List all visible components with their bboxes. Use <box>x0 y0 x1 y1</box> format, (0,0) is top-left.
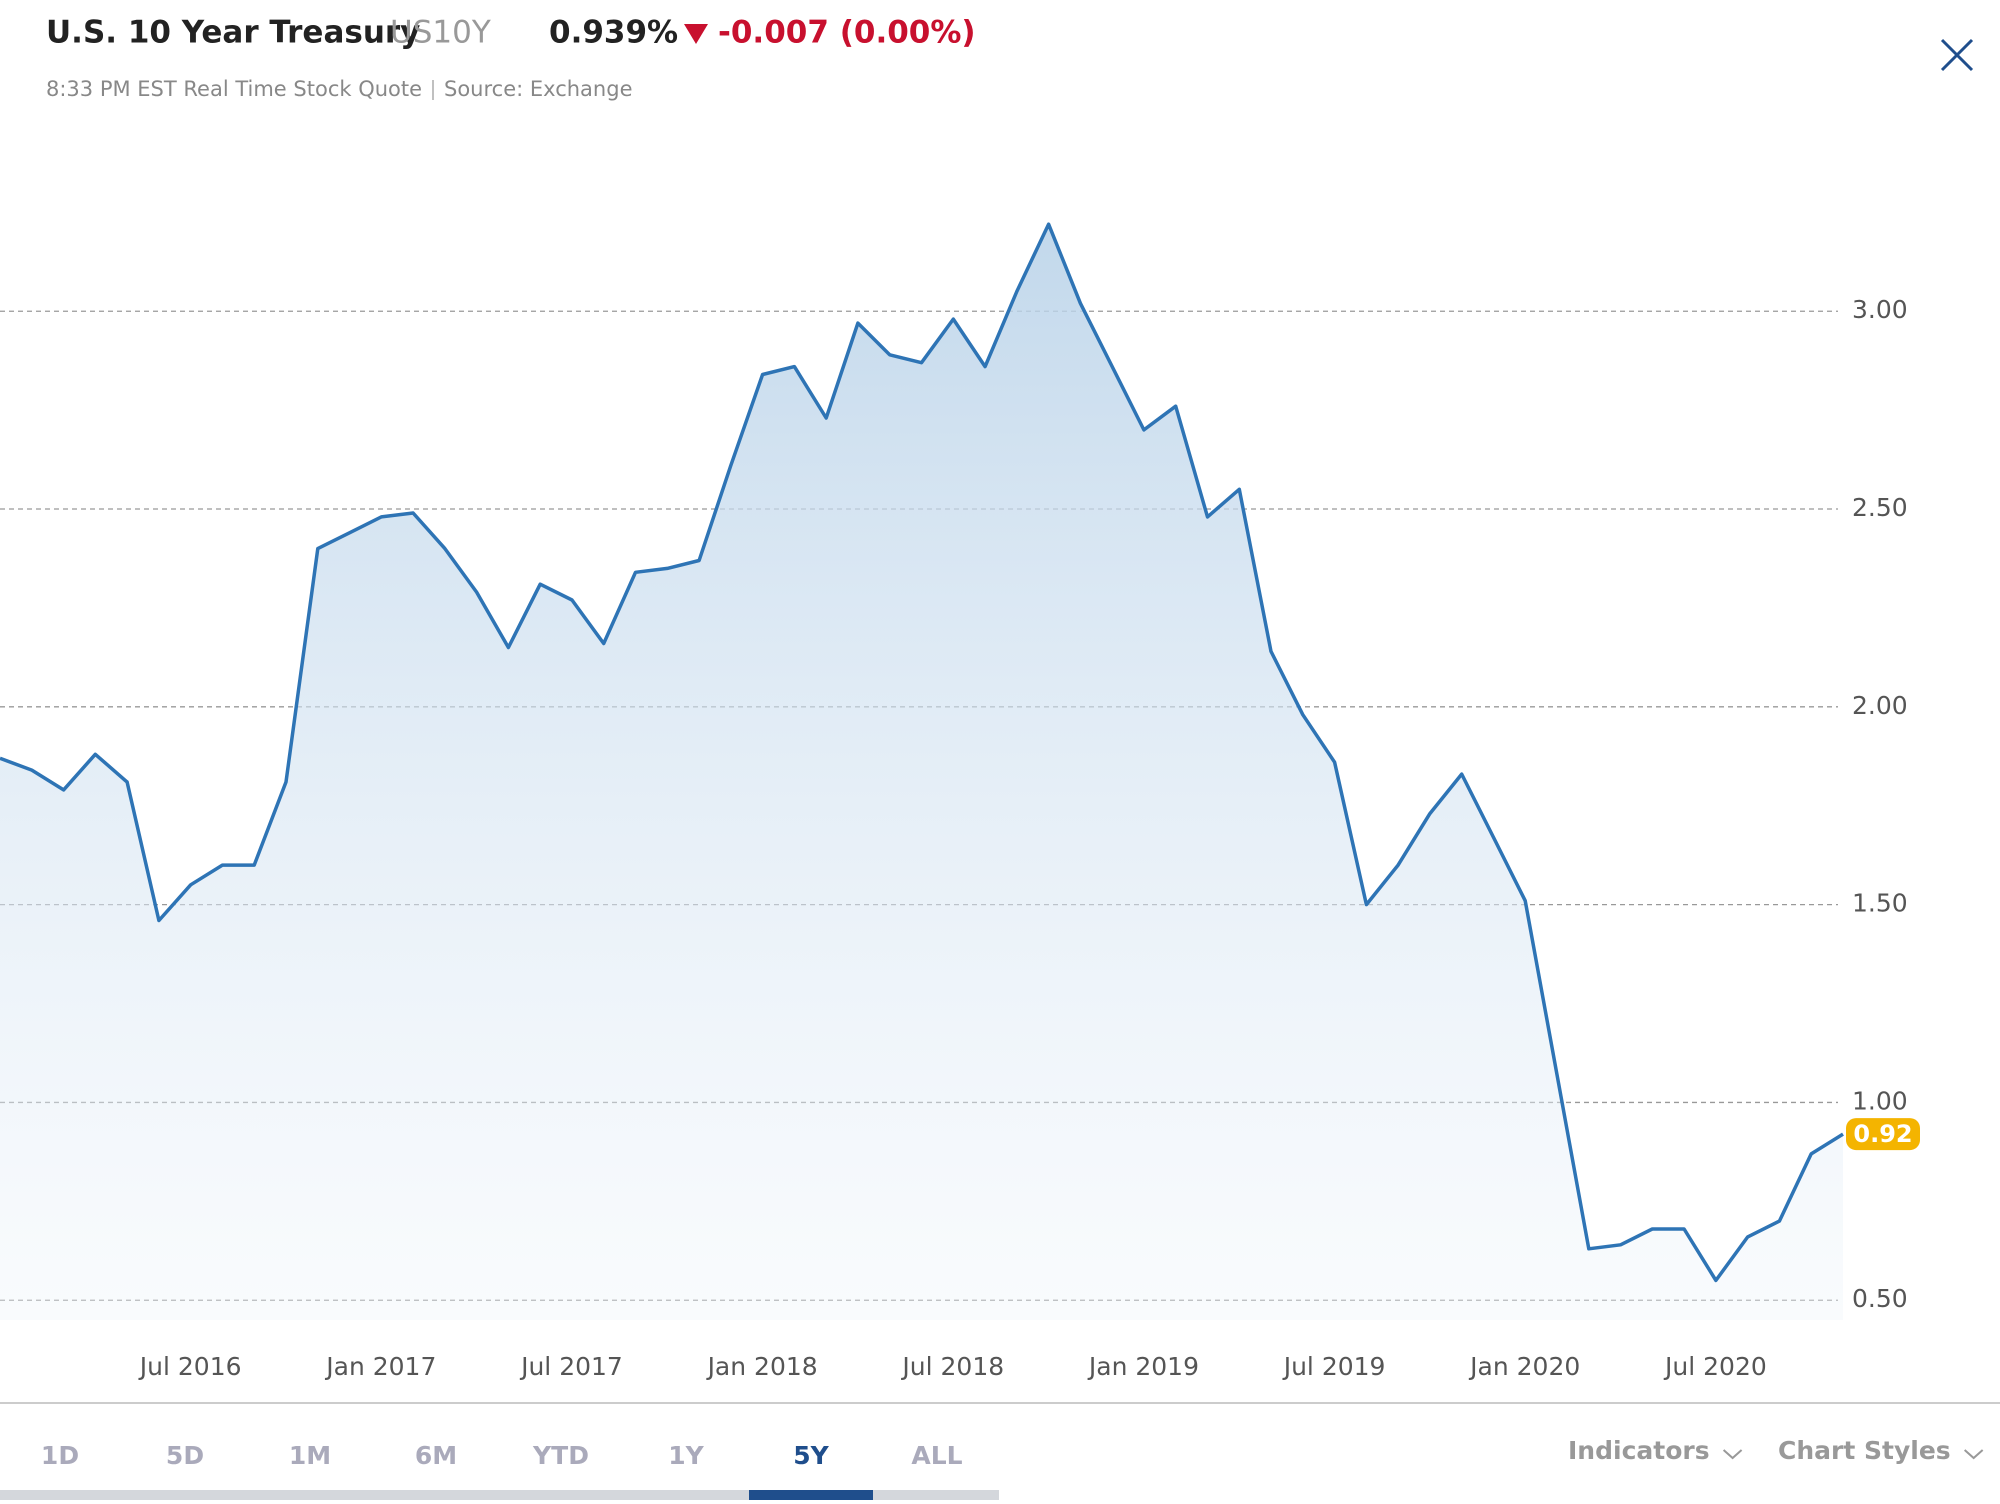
down-arrow <box>684 24 708 44</box>
tab[interactable]: 5D <box>166 1441 204 1470</box>
source: Source: Exchange <box>444 77 633 101</box>
y-tick-label: 2.00 <box>1852 691 1908 720</box>
x-tick-label: Jan 2020 <box>1468 1352 1580 1381</box>
tab[interactable]: 1D <box>41 1441 79 1470</box>
last-value-label: 0.92 <box>1853 1120 1912 1148</box>
x-tick-label: Jul 2020 <box>1663 1352 1767 1381</box>
x-tick-label: Jan 2018 <box>706 1352 818 1381</box>
last-value-badge <box>1846 1118 1920 1151</box>
active-tab-indicator <box>749 1490 873 1500</box>
tab[interactable]: ALL <box>911 1441 962 1470</box>
tab[interactable]: YTD <box>532 1441 589 1470</box>
tab[interactable]: 1Y <box>668 1441 704 1470</box>
tab[interactable]: 1M <box>289 1441 331 1470</box>
tab[interactable]: 6M <box>415 1441 457 1470</box>
close-button[interactable] <box>1940 38 1974 72</box>
tab-track <box>0 1490 999 1500</box>
chevron <box>1722 1449 1743 1460</box>
area-fill <box>0 224 1843 1321</box>
price: 0.939% <box>549 15 678 51</box>
chevron <box>1963 1449 1984 1460</box>
title: U.S. 10 Year Treasury <box>46 15 420 51</box>
y-tick-label: 2.50 <box>1852 493 1908 522</box>
change: -0.007 (0.00%) <box>718 15 976 51</box>
line <box>0 222 1844 1283</box>
time: 8:33 PM EST Real Time Stock Quote <box>46 77 422 101</box>
x-tick-label: Jul 2018 <box>900 1352 1004 1381</box>
tab[interactable]: 5Y <box>793 1441 829 1470</box>
y-tick-label: 1.00 <box>1852 1086 1908 1115</box>
x-tick-label: Jul 2019 <box>1282 1352 1386 1381</box>
x-tick-label: Jan 2019 <box>1087 1352 1199 1381</box>
x-tick-label: Jul 2017 <box>519 1352 623 1381</box>
control[interactable]: Indicators <box>1568 1436 1710 1465</box>
y-tick-label: 0.50 <box>1852 1284 1908 1313</box>
symbol: US10Y <box>390 15 491 51</box>
y-tick-label: 1.50 <box>1852 889 1908 918</box>
y-tick-label: 3.00 <box>1852 295 1908 324</box>
control[interactable]: Chart Styles <box>1778 1436 1951 1465</box>
x-tick-label: Jul 2016 <box>138 1352 242 1381</box>
x-tick-label: Jan 2017 <box>324 1352 436 1381</box>
